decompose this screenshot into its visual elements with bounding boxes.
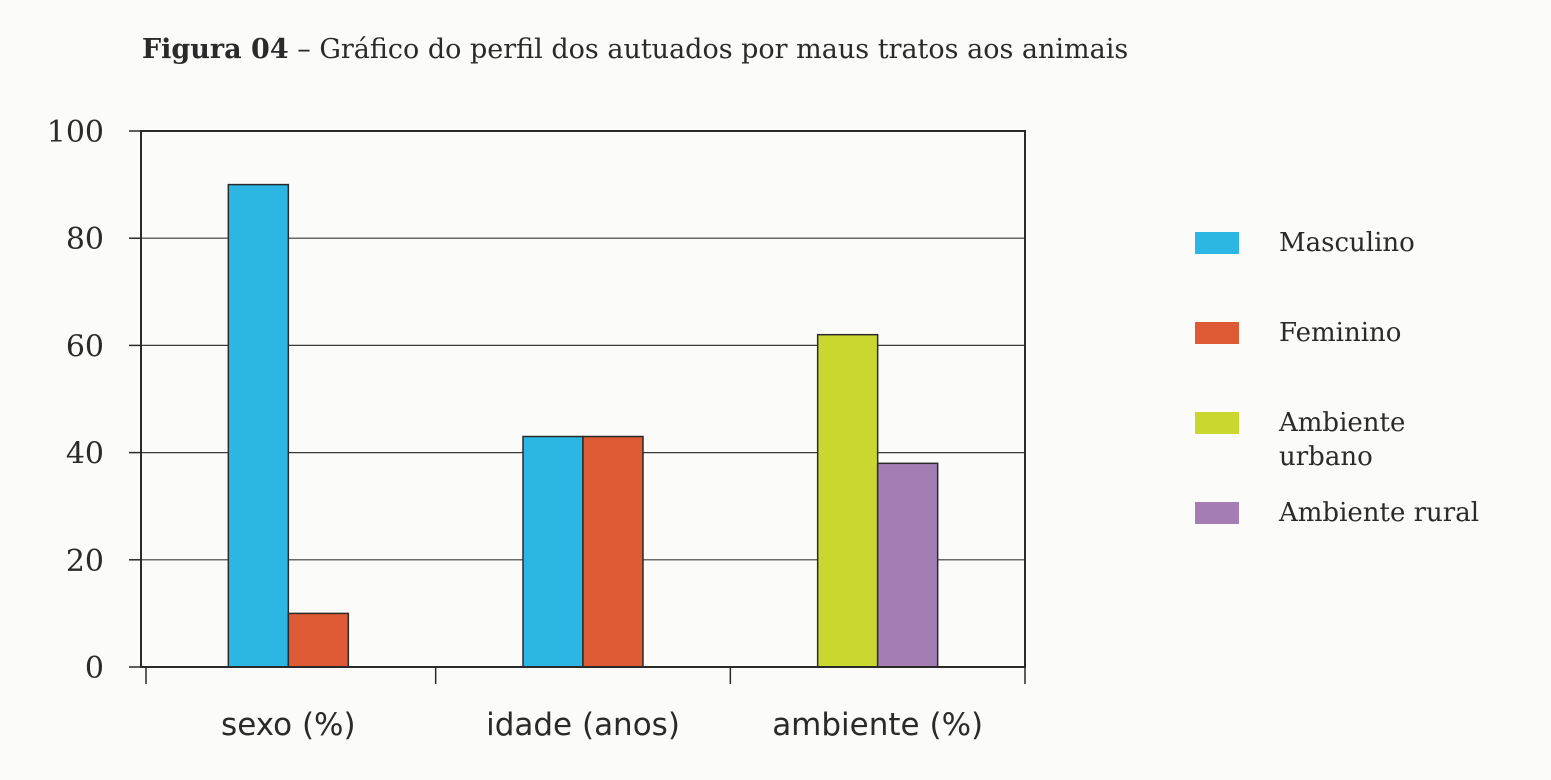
legend-swatch [1195,412,1239,434]
title-text: Gráfico do perfil dos autuados por maus … [319,34,1129,65]
legend-swatch [1195,232,1239,254]
figure-label: Figura 04 [142,34,289,65]
y-tick-label: 0 [85,651,104,686]
bar-ambiente-urbano-3 [816,333,879,668]
chart-title: Figura 04 – Gráfico do perfil dos autuad… [142,34,1128,65]
legend-swatch [1195,502,1239,524]
y-tick-label: 100 [47,115,104,150]
bar-feminino-1 [287,612,350,668]
bar-masculino-1 [227,183,290,668]
y-tick-label: 60 [66,329,104,364]
legend-label: Masculino [1279,228,1415,258]
bar-ambiente-rural-3 [876,462,939,668]
legend-swatch [1195,322,1239,344]
x-category-label: ambiente (%) [772,707,983,743]
legend-label: Feminino [1279,318,1402,348]
x-category-label: idade (anos) [486,707,680,743]
plot-frame [140,130,1026,668]
title-separator: – [288,34,320,65]
bar-masculino-2 [522,435,584,668]
legend-label: Ambiente urbano [1279,408,1406,472]
y-tick-label: 40 [66,437,104,472]
y-tick-label: 20 [66,544,104,579]
x-category-label: sexo (%) [221,707,356,743]
bar-feminino-2 [582,435,644,668]
y-tick-label: 80 [66,222,104,257]
legend-label: Ambiente rural [1279,498,1480,528]
